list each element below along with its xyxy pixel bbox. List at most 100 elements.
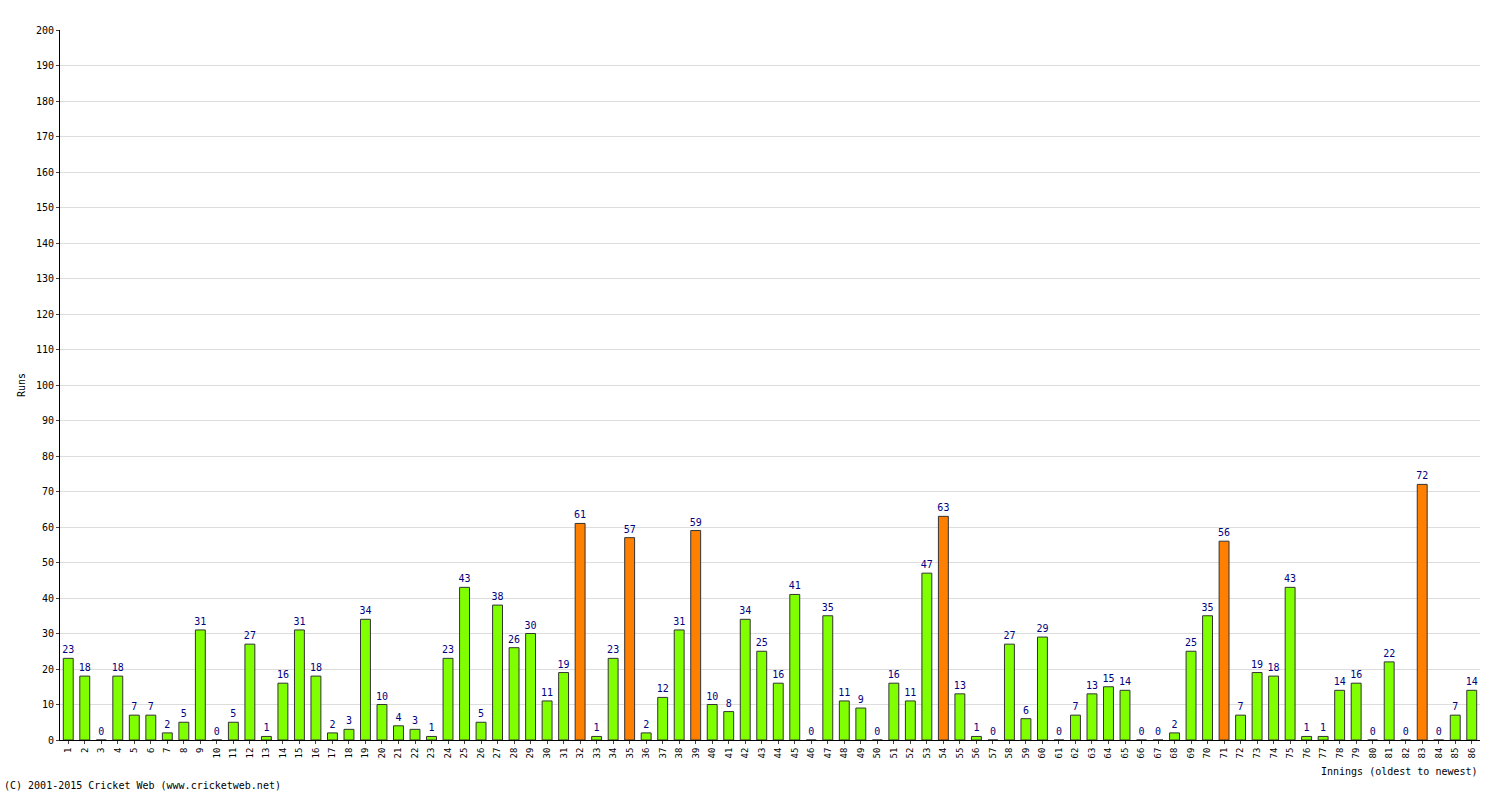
svg-text:(C) 2001-2015 Cricket Web (www: (C) 2001-2015 Cricket Web (www.cricketwe… (4, 780, 281, 791)
svg-text:10: 10 (706, 691, 718, 702)
svg-text:14: 14 (278, 748, 288, 759)
svg-text:2: 2 (164, 719, 170, 730)
svg-text:63: 63 (937, 502, 949, 513)
svg-text:66: 66 (1136, 748, 1146, 759)
svg-text:81: 81 (1384, 748, 1394, 759)
svg-text:180: 180 (36, 96, 54, 107)
svg-text:43: 43 (1284, 573, 1296, 584)
svg-text:86: 86 (1467, 748, 1477, 759)
svg-text:16: 16 (277, 669, 289, 680)
svg-text:27: 27 (1003, 630, 1015, 641)
svg-text:1: 1 (594, 722, 600, 733)
svg-text:51: 51 (889, 748, 899, 759)
svg-text:0: 0 (1138, 726, 1144, 737)
svg-text:22: 22 (1383, 648, 1395, 659)
svg-text:0: 0 (1155, 726, 1161, 737)
svg-text:23: 23 (607, 644, 619, 655)
svg-text:2: 2 (1172, 719, 1178, 730)
svg-text:19: 19 (558, 659, 570, 670)
svg-text:5: 5 (478, 708, 484, 719)
svg-text:47: 47 (823, 748, 833, 759)
svg-text:16: 16 (888, 669, 900, 680)
svg-text:80: 80 (1368, 748, 1378, 759)
svg-text:19: 19 (1251, 659, 1263, 670)
svg-text:1: 1 (1320, 722, 1326, 733)
svg-text:29: 29 (1036, 623, 1048, 634)
svg-text:18: 18 (310, 662, 322, 673)
svg-text:1: 1 (973, 722, 979, 733)
svg-text:0: 0 (990, 726, 996, 737)
svg-text:7: 7 (1452, 701, 1458, 712)
svg-text:7: 7 (162, 748, 172, 753)
svg-text:190: 190 (36, 60, 54, 71)
svg-text:42: 42 (740, 748, 750, 759)
svg-text:30: 30 (525, 620, 537, 631)
svg-text:46: 46 (806, 748, 816, 759)
svg-text:72: 72 (1236, 748, 1246, 759)
svg-text:22: 22 (410, 748, 420, 759)
svg-text:67: 67 (1153, 748, 1163, 759)
svg-text:0: 0 (1436, 726, 1442, 737)
svg-text:0: 0 (48, 735, 54, 746)
svg-text:9: 9 (858, 694, 864, 705)
svg-text:82: 82 (1401, 748, 1411, 759)
svg-text:30: 30 (542, 748, 552, 759)
svg-text:43: 43 (459, 573, 471, 584)
svg-text:39: 39 (691, 748, 701, 759)
svg-text:10: 10 (42, 699, 54, 710)
svg-text:65: 65 (1120, 748, 1130, 759)
svg-text:41: 41 (724, 748, 734, 759)
svg-text:80: 80 (42, 451, 54, 462)
svg-text:57: 57 (988, 748, 998, 759)
svg-text:76: 76 (1302, 748, 1312, 759)
svg-text:57: 57 (624, 524, 636, 535)
svg-text:26: 26 (476, 748, 486, 759)
svg-text:0: 0 (808, 726, 814, 737)
svg-text:20: 20 (377, 748, 387, 759)
svg-text:100: 100 (36, 380, 54, 391)
svg-text:2: 2 (80, 748, 90, 753)
svg-text:0: 0 (1403, 726, 1409, 737)
svg-text:20: 20 (42, 664, 54, 675)
svg-text:16: 16 (311, 748, 321, 759)
svg-text:35: 35 (1202, 602, 1214, 613)
svg-text:45: 45 (790, 748, 800, 759)
svg-text:1: 1 (428, 722, 434, 733)
svg-text:44: 44 (773, 748, 783, 759)
svg-text:26: 26 (508, 634, 520, 645)
svg-text:28: 28 (509, 748, 519, 759)
svg-text:Innings (oldest to newest): Innings (oldest to newest) (1321, 766, 1478, 777)
svg-text:69: 69 (1186, 748, 1196, 759)
svg-text:5: 5 (129, 748, 139, 753)
svg-text:73: 73 (1252, 748, 1262, 759)
svg-text:11: 11 (838, 687, 850, 698)
svg-text:8: 8 (726, 698, 732, 709)
svg-text:40: 40 (42, 593, 54, 604)
svg-text:25: 25 (1185, 637, 1197, 648)
svg-text:200: 200 (36, 25, 54, 36)
svg-text:12: 12 (657, 683, 669, 694)
svg-text:43: 43 (757, 748, 767, 759)
svg-text:84: 84 (1434, 748, 1444, 759)
svg-text:40: 40 (707, 748, 717, 759)
svg-text:140: 140 (36, 238, 54, 249)
svg-text:14: 14 (1466, 676, 1478, 687)
svg-text:0: 0 (98, 726, 104, 737)
svg-text:18: 18 (79, 662, 91, 673)
svg-text:55: 55 (955, 748, 965, 759)
svg-text:38: 38 (674, 748, 684, 759)
svg-text:48: 48 (839, 748, 849, 759)
svg-text:59: 59 (1021, 748, 1031, 759)
svg-text:11: 11 (904, 687, 916, 698)
svg-text:79: 79 (1351, 748, 1361, 759)
svg-text:170: 170 (36, 131, 54, 142)
svg-text:63: 63 (1087, 748, 1097, 759)
svg-text:4: 4 (113, 748, 123, 753)
svg-text:7: 7 (1238, 701, 1244, 712)
svg-text:64: 64 (1103, 748, 1113, 759)
svg-text:4: 4 (395, 712, 401, 723)
svg-text:53: 53 (922, 748, 932, 759)
svg-text:47: 47 (921, 559, 933, 570)
svg-text:14: 14 (1119, 676, 1131, 687)
svg-text:7: 7 (148, 701, 154, 712)
